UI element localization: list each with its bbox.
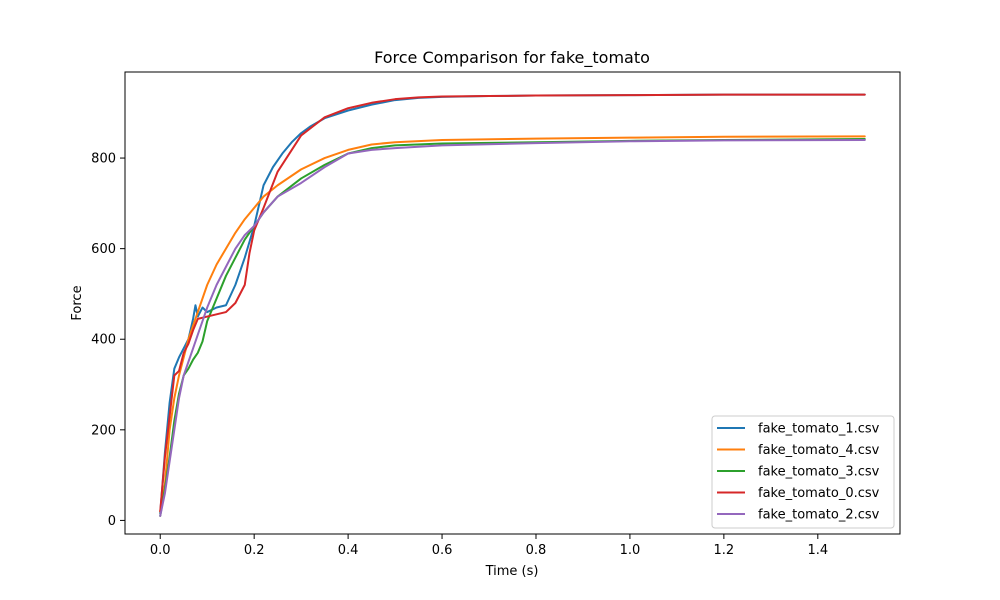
x-tick-label: 0.0: [150, 543, 171, 558]
legend-box: [711, 415, 895, 529]
x-axis-label: Time (s): [485, 564, 539, 579]
legend: fake_tomato_1.csv fake_tomato_4.csv fake_t…: [711, 415, 895, 529]
series-line-fake-tomato-2-csv: [159, 138, 866, 517]
x-axis: 0.0 0.2 0.4 0.6 0.8 1.0 1.2 1.4: [150, 534, 828, 558]
legend-entry-label: fake_tomato_0.csv: [758, 486, 880, 501]
y-axis: 0 200 400 600 800: [91, 152, 125, 529]
legend-entry-label: fake_tomato_3.csv: [758, 465, 880, 480]
x-tick-label: 0.6: [432, 543, 453, 558]
x-tick-label: 1.0: [620, 543, 641, 558]
legend-entry-label: fake_tomato_2.csv: [758, 508, 880, 523]
x-tick-label: 0.4: [338, 543, 359, 558]
legend-entry-label: fake_tomato_1.csv: [758, 422, 880, 437]
series-layer: [159, 93, 866, 517]
series-line-fake-tomato-0-csv: [159, 93, 866, 513]
x-tick-label: 0.8: [526, 543, 547, 558]
legend-entry-label: fake_tomato_4.csv: [758, 443, 880, 458]
chart-title: Force Comparison for fake_tomato: [374, 48, 650, 68]
x-tick-label: 1.4: [807, 543, 828, 558]
series-line-fake-tomato-4-csv: [159, 135, 866, 513]
y-tick-label: 400: [91, 333, 116, 348]
y-axis-label: Force: [70, 285, 85, 320]
y-tick-label: 600: [91, 242, 116, 257]
y-tick-label: 800: [91, 152, 116, 167]
x-tick-label: 1.2: [714, 543, 735, 558]
y-tick-label: 200: [91, 423, 116, 438]
y-tick-label: 0: [108, 514, 116, 529]
x-tick-label: 0.2: [244, 543, 265, 558]
